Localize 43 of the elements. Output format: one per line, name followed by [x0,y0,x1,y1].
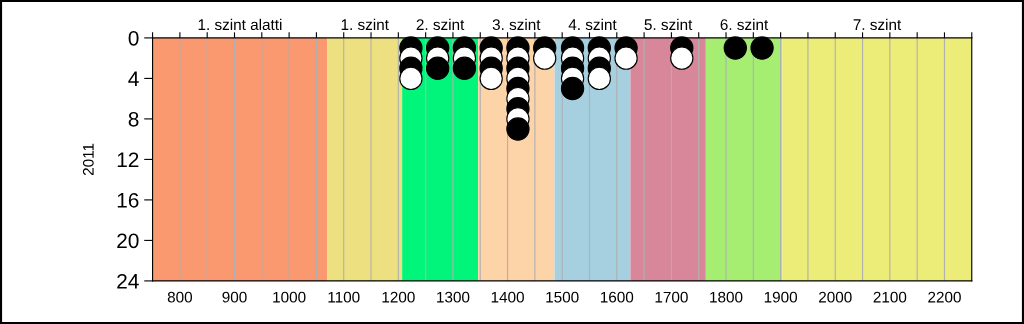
point [425,56,450,80]
x-tick-label: 800 [167,291,193,303]
y-tick-label: 16 [117,192,139,208]
point [479,66,503,91]
band-label: 1. szint alatti [198,18,282,31]
y-axis-title: 2011 [82,143,94,176]
point [399,66,423,91]
x-tick-label: 1500 [546,291,579,303]
band-label: 5. szint [644,18,693,31]
band-label: 2. szint [416,18,465,31]
y-tick-label: 8 [128,111,139,127]
band-label: 1. szint [341,18,389,31]
point [587,66,611,91]
x-tick-label: 1100 [328,291,360,303]
point [750,36,774,60]
band-label: 7. szint [853,18,902,31]
point [614,46,638,70]
x-tick-label: 1000 [273,291,306,303]
band-label: 3. szint [492,18,541,31]
point [506,117,530,141]
x-tick-label: 2000 [819,291,852,303]
y-tick-label: 12 [117,152,139,167]
point [723,36,747,60]
band-label: 6. szint [720,18,769,31]
y-tick-label: 20 [117,233,139,249]
point [670,46,694,70]
x-tick-label: 900 [222,291,247,303]
point [560,76,585,101]
band-label: 4. szint [568,18,617,31]
y-tick-label: 24 [117,273,139,289]
x-tick-label: 1200 [382,291,415,303]
x-tick-label: 1700 [655,291,688,303]
x-tick-label: 2200 [928,291,961,303]
y-tick-label: 0 [128,30,139,46]
x-tick-label: 1400 [491,291,524,303]
point [452,56,477,80]
point [533,46,557,70]
x-tick-label: 1800 [710,291,743,303]
y-tick-label: 4 [128,71,139,86]
x-tick-label: 1900 [764,291,798,303]
x-tick-label: 1600 [600,291,634,303]
x-tick-label: 2100 [873,291,907,303]
x-tick-label: 1300 [437,291,470,303]
